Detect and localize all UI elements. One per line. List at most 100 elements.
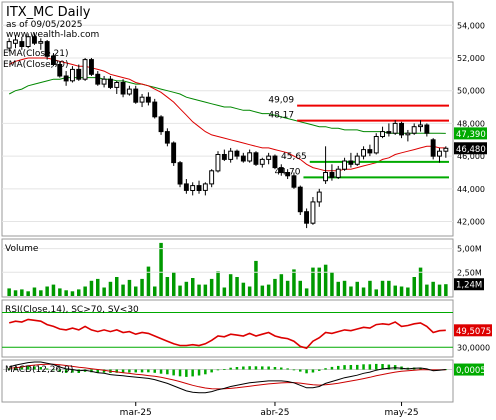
- candle: [259, 157, 265, 168]
- volume-bar: [304, 288, 309, 296]
- macd-histogram-bar: [216, 369, 220, 371]
- candle-body-up: [437, 150, 442, 157]
- candle-body-up: [373, 136, 379, 154]
- volume-bar: [7, 288, 11, 296]
- macd-histogram-bar: [71, 369, 74, 373]
- candle: [51, 53, 56, 67]
- candle: [310, 197, 316, 225]
- volume-bar: [83, 286, 87, 296]
- candle-body-down: [272, 155, 278, 169]
- candle-body-down: [367, 149, 373, 154]
- candle: [215, 151, 221, 173]
- macd-histogram-bar: [444, 369, 448, 371]
- volume-bar: [102, 287, 106, 296]
- price-tag-label: 47,390: [456, 130, 486, 140]
- price-tick-label: 50,000: [457, 87, 485, 96]
- candle: [361, 146, 367, 160]
- candle: [272, 154, 278, 170]
- candle-body-up: [310, 201, 316, 224]
- volume-bar: [134, 286, 138, 296]
- volume-bar: [273, 278, 277, 296]
- candle-body-up: [139, 96, 145, 103]
- macd-histogram-bar: [292, 369, 296, 371]
- volume-bar: [172, 272, 176, 296]
- candle-body-down: [108, 78, 113, 88]
- macd-histogram-bar: [45, 368, 49, 370]
- candle-body-down: [120, 82, 126, 95]
- volume-bar: [285, 280, 290, 296]
- candle: [335, 165, 341, 180]
- macd-last-tag: 0,0005: [454, 363, 486, 376]
- macd-histogram-bar: [153, 369, 156, 373]
- macd-histogram-bar: [299, 369, 302, 372]
- volume-panel: [1, 238, 454, 298]
- candle-body-down: [278, 167, 284, 174]
- macd-signal-line: [9, 363, 446, 390]
- candle-body-up: [354, 155, 360, 165]
- rsi-line: [8, 318, 446, 350]
- volume-bar: [444, 284, 448, 296]
- candle: [411, 123, 417, 135]
- candle-body-down: [304, 211, 310, 224]
- volume-bar: [298, 280, 302, 296]
- candle: [228, 147, 234, 163]
- candle: [152, 98, 158, 119]
- candle: [63, 71, 69, 86]
- macd-histogram-bar: [96, 369, 99, 373]
- candle: [76, 64, 82, 81]
- candle-body-down: [133, 88, 139, 103]
- volume-bar: [241, 282, 246, 296]
- candle-body-up: [38, 41, 44, 44]
- candle-body-up: [209, 170, 215, 185]
- candle: [266, 152, 272, 165]
- price-axis: 54,000 52,000 50,000 48,000 46,000 44,000 42,0…: [457, 21, 485, 226]
- rsi-label: RSI(Close,14), SC>70, SV<30: [5, 305, 139, 315]
- candle: [32, 33, 37, 45]
- volume-bar: [387, 280, 391, 296]
- volume-bars: 1,24M: [7, 242, 484, 296]
- macd-histogram-bar: [64, 369, 68, 373]
- candle: [19, 36, 25, 50]
- candle-body-up: [215, 154, 221, 172]
- macd-line: [9, 361, 446, 394]
- volume-bar: [127, 279, 132, 296]
- macd-histogram-bar: [254, 366, 258, 370]
- volume-bar: [336, 281, 340, 296]
- candle: [418, 120, 424, 132]
- volume-bar: [146, 266, 151, 296]
- macd-histogram-bar: [26, 366, 30, 370]
- candle: [171, 141, 177, 166]
- candle: [145, 92, 151, 106]
- candle: [316, 188, 322, 207]
- macd-histogram-bar: [147, 369, 150, 373]
- macd-histogram-bar: [381, 364, 384, 370]
- price-tick-label: 54,000: [457, 21, 485, 30]
- candle-body-down: [297, 186, 303, 213]
- candle-body-up: [342, 160, 348, 170]
- volume-bar: [418, 267, 423, 296]
- candle: [405, 129, 411, 142]
- price-tick-label: 48,000: [457, 119, 485, 128]
- macd-histogram-bar: [305, 369, 308, 374]
- price-tag-label: 46,480: [456, 145, 486, 155]
- volume-bar: [437, 284, 442, 296]
- rsi-tick-label: 30,0000: [457, 343, 490, 352]
- volume-bar: [425, 284, 429, 296]
- macd-histogram-bar: [356, 364, 359, 370]
- volume-label: Volume: [5, 244, 39, 254]
- candle-body-down: [183, 183, 189, 191]
- candle: [6, 38, 12, 52]
- candle-body-up: [380, 131, 386, 138]
- candle-body-down: [89, 59, 94, 75]
- volume-bar: [216, 271, 220, 296]
- macd-histogram-bar: [172, 369, 175, 376]
- candle-body-up: [228, 150, 234, 160]
- candle: [196, 180, 202, 194]
- macd-histogram-bar: [419, 367, 422, 370]
- candle: [253, 151, 259, 166]
- macd-histogram-bar: [273, 367, 277, 370]
- volume-bar: [121, 284, 125, 296]
- macd-histogram-bar: [159, 369, 163, 374]
- macd-histogram-bar: [7, 368, 11, 370]
- candle-body-down: [253, 152, 259, 165]
